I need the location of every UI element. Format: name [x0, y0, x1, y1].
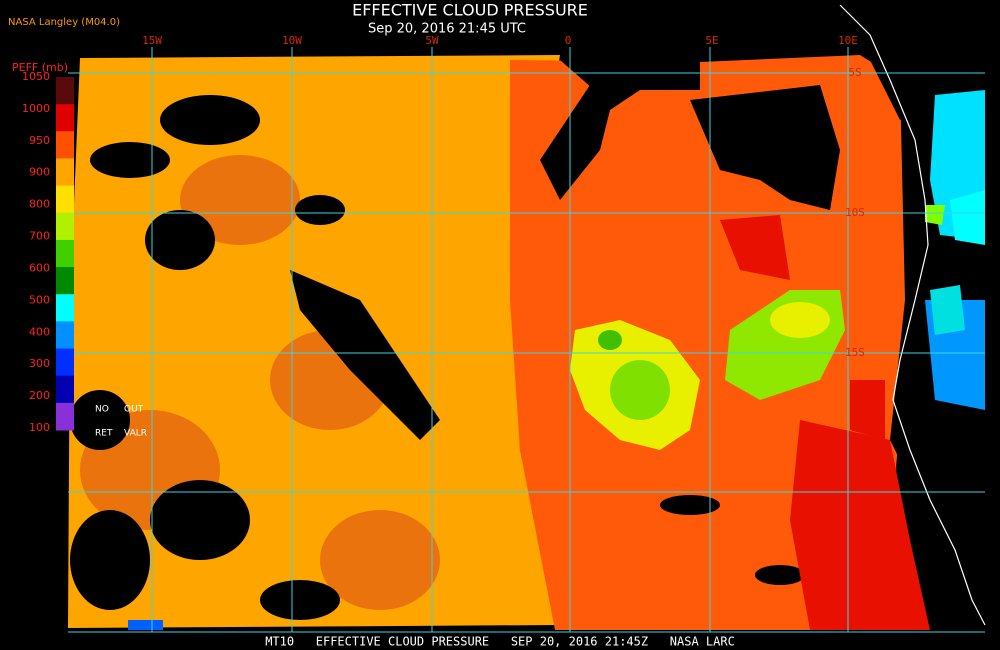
legend-label: 800	[29, 198, 50, 211]
imagery	[68, 4, 986, 632]
legend-label: 700	[29, 230, 50, 243]
longitude-label: 10E	[838, 34, 858, 47]
legend-label: 100	[29, 421, 50, 434]
longitude-label: 5E	[705, 34, 718, 47]
legend-swatch	[56, 321, 74, 350]
legend-swatch	[56, 212, 74, 241]
legend-label: 300	[29, 357, 50, 370]
footer: MT10 EFFECTIVE CLOUD PRESSURE SEP 20, 20…	[265, 635, 735, 649]
subtitle: Sep 20, 2016 21:45 UTC	[368, 22, 526, 37]
legend-note: NO	[95, 405, 109, 415]
legend-swatch	[56, 348, 74, 377]
legend-note: OUT	[124, 405, 144, 415]
legend-label: 950	[29, 134, 50, 147]
longitude-label: 15W	[142, 34, 162, 47]
longitude-label: 5W	[425, 34, 439, 47]
graticule	[68, 47, 985, 633]
legend-label: 500	[29, 293, 50, 306]
legend-swatch	[56, 77, 74, 105]
legend-swatch	[56, 131, 74, 159]
legend: PEFF (mb) 1050 1000 950 900 800 700 600 500 400 3…	[12, 61, 147, 439]
legend-label: 1000	[22, 102, 50, 115]
legend-label: 1050	[22, 70, 50, 83]
legend-label: 600	[29, 261, 50, 274]
legend-swatch	[56, 239, 74, 268]
legend-label: 400	[29, 325, 50, 338]
latitude-labels: 5S 10S 15S	[845, 66, 865, 359]
latitude-label: 15S	[845, 346, 865, 359]
legend-swatch	[56, 402, 74, 431]
longitude-label: 0	[565, 34, 572, 47]
legend-swatch	[56, 104, 74, 132]
source: NASA Langley (M04.0)	[8, 17, 120, 28]
latitude-label: 10S	[845, 206, 865, 219]
longitude-label: 10W	[282, 34, 302, 47]
legend-label: 200	[29, 389, 50, 402]
legend-note: VALR	[124, 429, 147, 439]
title: EFFECTIVE CLOUD PRESSURE	[352, 1, 588, 20]
legend-swatch	[56, 375, 74, 404]
legend-swatch	[56, 185, 74, 214]
legend-label: 900	[29, 166, 50, 179]
legend-note: RET	[95, 429, 113, 439]
longitude-labels: 15W 10W 5W 0 5E 10E	[142, 34, 858, 47]
legend-title: PEFF (mb)	[12, 61, 68, 74]
legend-swatch	[56, 267, 74, 295]
legend-swatch	[56, 158, 74, 187]
legend-swatch	[56, 294, 74, 322]
latitude-label: 5S	[848, 66, 861, 79]
